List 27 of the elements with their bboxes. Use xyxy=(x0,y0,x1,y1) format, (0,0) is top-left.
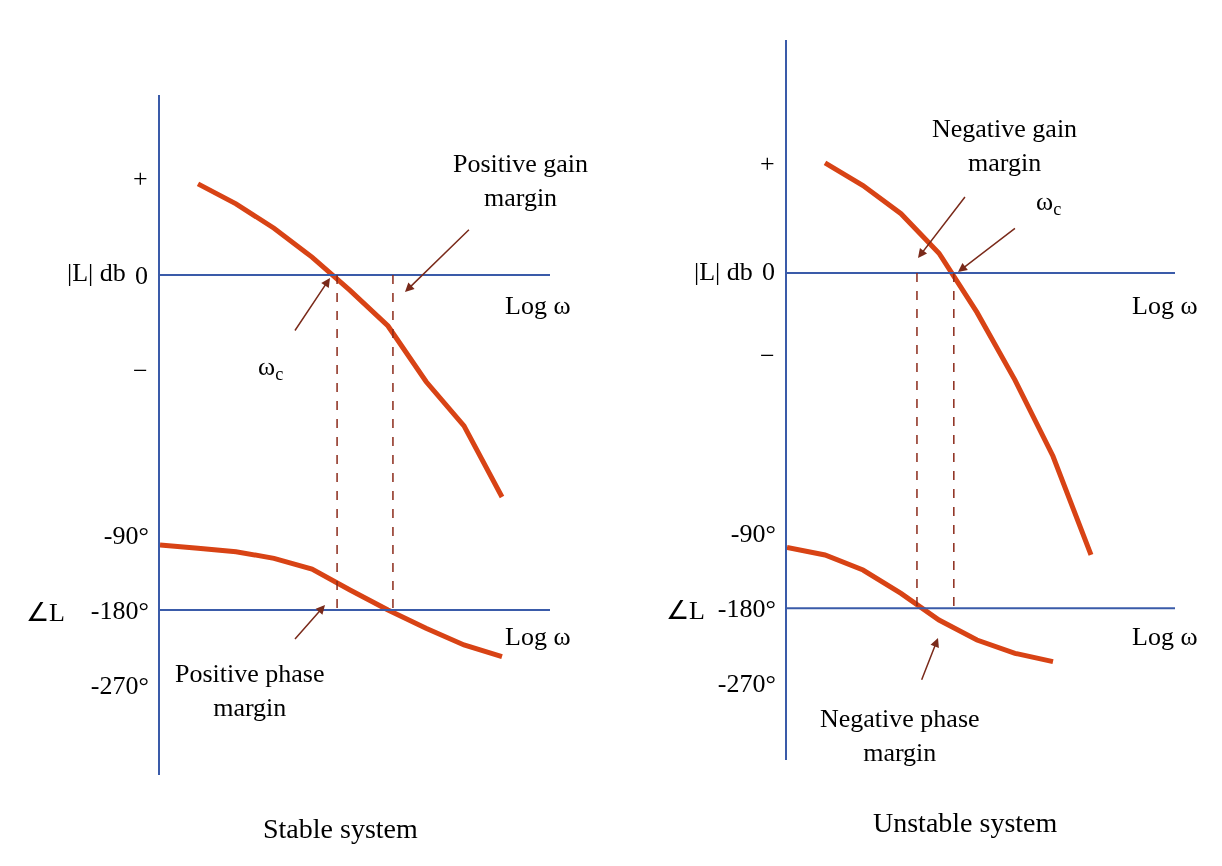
y-tick-label: -90° xyxy=(730,519,776,549)
annotation: ω$_{c}$ xyxy=(1036,187,1062,220)
text: − xyxy=(133,356,148,385)
text: + xyxy=(760,149,775,178)
text: Unstable system xyxy=(873,807,1058,838)
x-axis-title: Log ω xyxy=(505,622,571,651)
y-tick-label: -270° xyxy=(717,669,776,699)
text: 0 xyxy=(762,257,775,286)
x-axis-title: Log ω xyxy=(1132,291,1198,320)
annotation: Positive gain margin xyxy=(453,149,589,212)
y-tick-label: -90° xyxy=(103,521,149,551)
x-axis-title: Log ω xyxy=(1132,622,1198,651)
y-axis-title: |L| db xyxy=(694,257,753,286)
y-axis-title: ∠L xyxy=(26,598,65,627)
y-axis-title: ∠L xyxy=(666,596,705,625)
annotation: Negative phase margin xyxy=(820,704,980,767)
y-tick-label: -180° xyxy=(90,596,149,626)
text: − xyxy=(760,341,775,370)
text: + xyxy=(133,164,148,193)
y-axis-title: |L| db xyxy=(67,258,126,287)
text: 0 xyxy=(135,261,148,290)
y-tick-label: -180° xyxy=(717,594,776,624)
annotation: ω$_{c}$ xyxy=(258,352,284,385)
text: Stable system xyxy=(263,813,418,844)
annotation: Positive phase margin xyxy=(175,659,325,722)
y-tick-label: -270° xyxy=(90,671,149,701)
x-axis-title: Log ω xyxy=(505,291,571,320)
